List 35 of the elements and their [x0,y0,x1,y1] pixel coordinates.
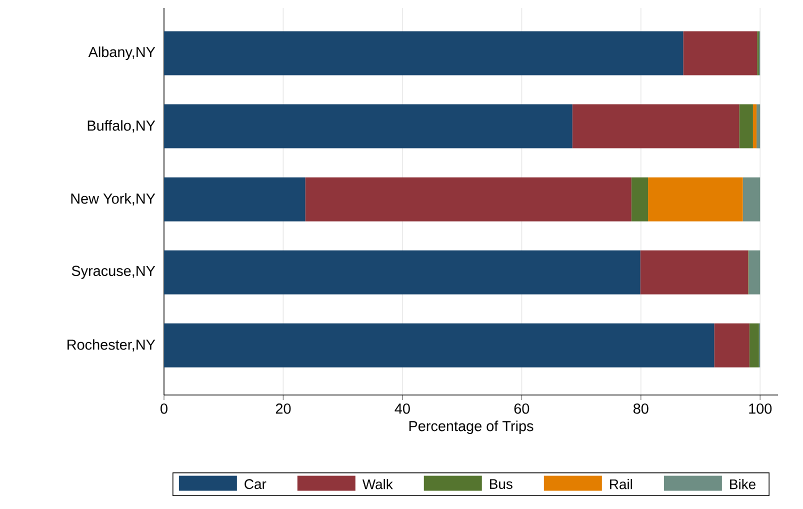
y-tick-label: Buffalo,NY [88,120,156,132]
bar [648,177,743,222]
bar [739,104,753,148]
legend-label: Bus [490,479,512,489]
y-tick-label: New York,NY [71,193,156,206]
y-tick-label: Albany,NY [88,46,156,60]
bar [640,250,748,294]
bar [742,177,760,222]
bar [752,104,757,148]
bar [749,323,759,368]
bar [748,250,760,294]
x-tick-label: 80 [633,404,648,414]
x-axis-title: Percentage of Trips [409,420,534,434]
bar [714,323,750,368]
bar [164,323,714,368]
y-tick-label: Rochester,NY [68,339,156,352]
bar [572,104,740,148]
bar [756,104,760,148]
bar [164,177,306,222]
legend-label: Car [244,479,266,490]
bar [305,177,632,222]
bar [683,31,758,76]
x-tick-label: 0 [160,404,168,414]
bar [631,177,648,222]
legend-label: Walk [362,479,393,490]
x-tick-label: 20 [276,404,291,414]
x-tick-label: 100 [749,404,772,414]
bar [164,104,572,148]
y-tick-label: Syracuse,NY [72,266,156,279]
bar [164,250,640,294]
x-tick-label: 60 [514,404,530,414]
legend-label: Rail [610,479,632,490]
legend-label: Bike [730,479,756,490]
bar [164,31,684,76]
x-tick-label: 40 [394,404,410,414]
